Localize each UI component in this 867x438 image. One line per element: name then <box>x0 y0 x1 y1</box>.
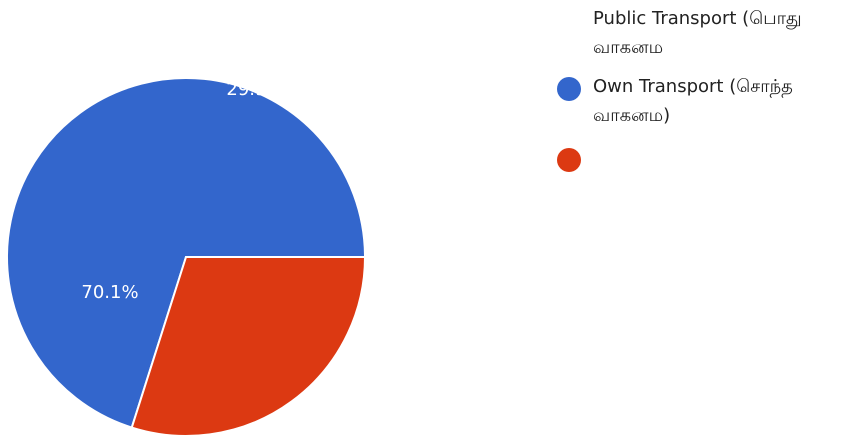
legend-swatch-own-transport <box>557 77 581 101</box>
chart-legend: Public Transport (பொது வாகனம Own Transpo… <box>555 0 867 438</box>
slice-label-own-transport: 70.1% <box>81 282 138 303</box>
legend-entry-own-transport: Own Transport (சொந்த வாகனம) <box>593 76 793 126</box>
slice-label-second: 29.9% <box>226 79 283 100</box>
legend-swatch-second <box>557 148 581 172</box>
pie-slice-own-transport[interactable] <box>6 77 367 429</box>
pie-slice-second[interactable] <box>130 256 367 437</box>
legend-entry-public-transport: Public Transport (பொது வாகனம <box>593 8 802 58</box>
